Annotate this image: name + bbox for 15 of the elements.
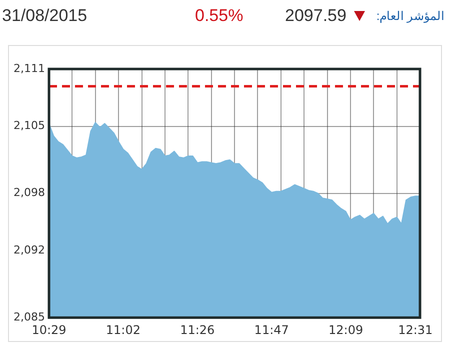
x-tick-label: 12:31 — [398, 322, 433, 337]
y-tick-label: 2,111 — [14, 62, 45, 75]
x-tick-label: 11:26 — [180, 322, 215, 337]
y-tick-label: 2,105 — [14, 119, 45, 132]
y-tick-label: 2,098 — [14, 186, 45, 200]
chart-title: المؤشر العام: — [376, 9, 444, 23]
y-tick-label: 2,092 — [14, 244, 45, 257]
text: 2097.59 — [285, 6, 346, 26]
text: 31/08/2015 — [2, 6, 88, 26]
text: 0.55% — [195, 6, 244, 26]
x-tick-label: 12:09 — [328, 322, 364, 337]
x-tick-label: 11:47 — [254, 322, 289, 337]
x-tick-label: 10:29 — [32, 322, 66, 337]
x-tick-label: 11:02 — [106, 322, 140, 337]
y-tick-label: 2,085 — [14, 310, 45, 324]
